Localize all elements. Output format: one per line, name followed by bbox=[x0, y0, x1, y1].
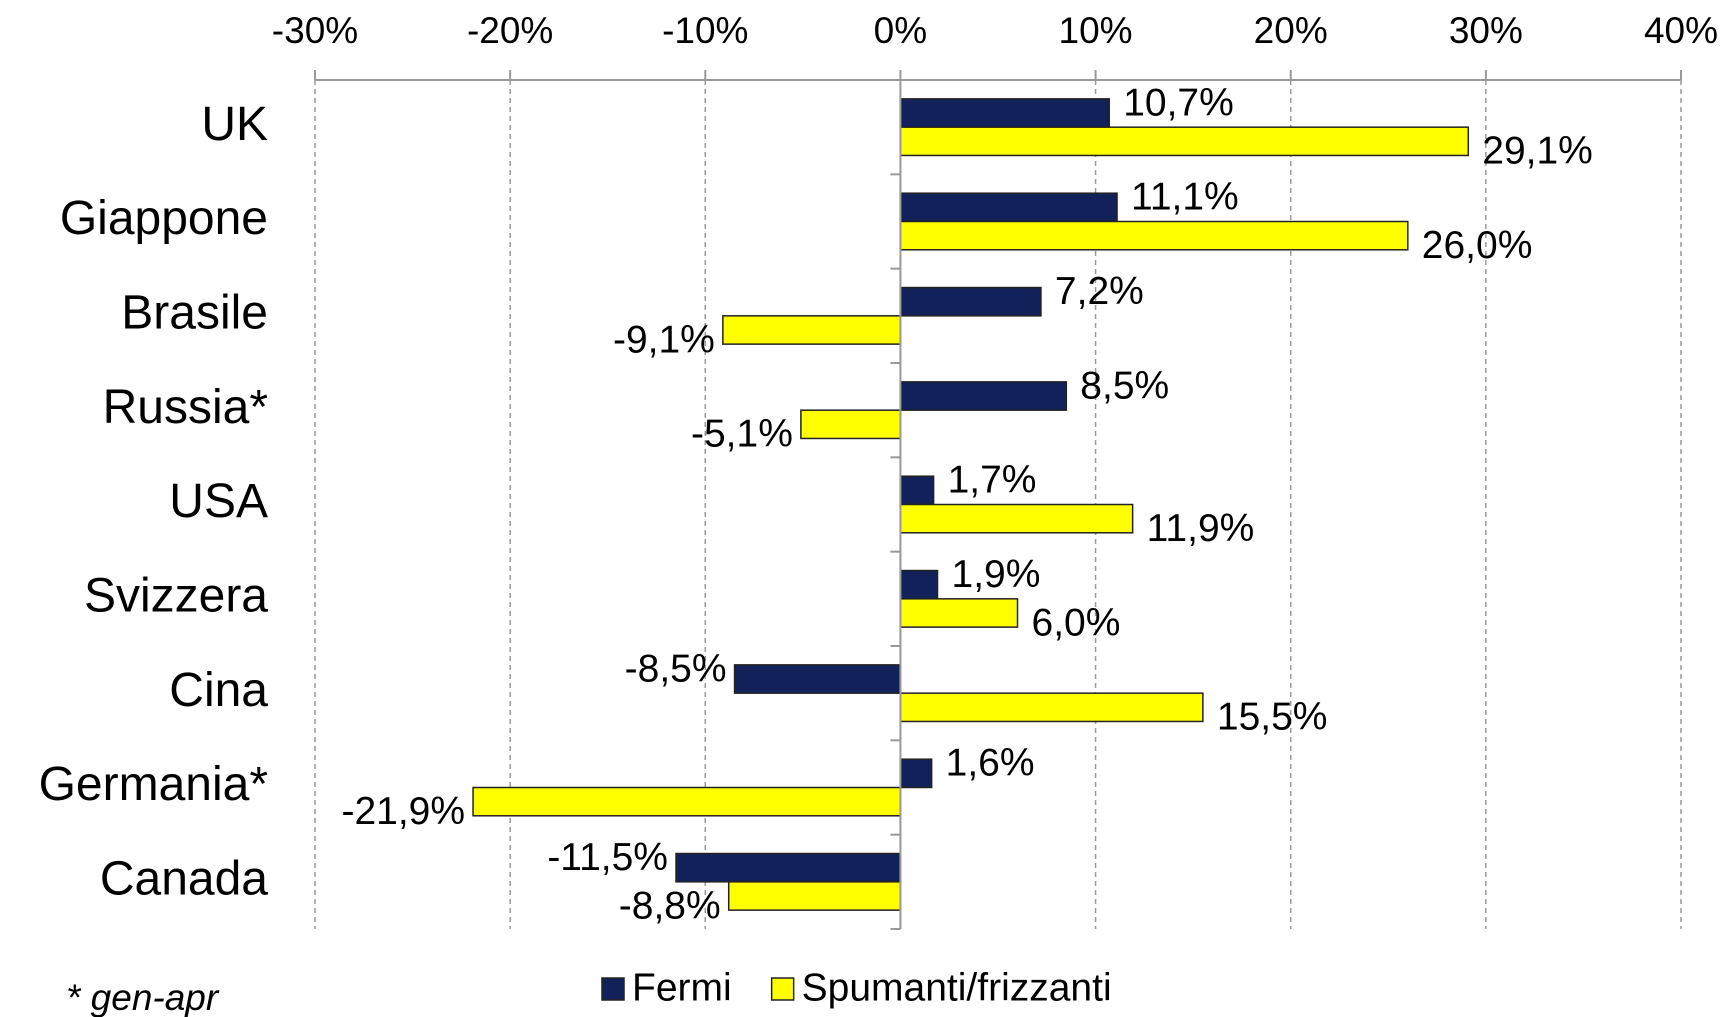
value-label: 8,5% bbox=[1080, 364, 1169, 407]
x-tick-label: -10% bbox=[662, 10, 748, 51]
legend-label: Fermi bbox=[632, 966, 732, 1009]
x-tick-label: -30% bbox=[272, 10, 358, 51]
value-label: 1,6% bbox=[946, 742, 1035, 785]
category-label: UK bbox=[201, 98, 268, 151]
bar bbox=[899, 126, 1470, 157]
category-label: USA bbox=[169, 475, 268, 528]
value-label: -11,5% bbox=[547, 836, 668, 879]
bar bbox=[899, 758, 933, 789]
value-label: -9,1% bbox=[613, 318, 715, 361]
x-tick-label: 20% bbox=[1254, 10, 1328, 51]
legend-swatch bbox=[770, 977, 795, 1001]
value-label: 11,9% bbox=[1147, 507, 1255, 550]
value-label: -8,8% bbox=[619, 884, 721, 927]
category-label: Russia* bbox=[103, 381, 268, 434]
bar bbox=[722, 315, 902, 345]
bar bbox=[899, 286, 1042, 317]
bar bbox=[472, 786, 902, 817]
category-label: Germania* bbox=[39, 758, 268, 811]
value-label: -21,9% bbox=[341, 790, 465, 833]
value-label: 29,1% bbox=[1482, 130, 1593, 173]
value-label: 1,7% bbox=[948, 459, 1037, 502]
bar bbox=[899, 503, 1134, 534]
value-label: 7,2% bbox=[1055, 270, 1144, 313]
value-label: 15,5% bbox=[1217, 696, 1328, 739]
value-label: 1,9% bbox=[952, 553, 1041, 596]
bar bbox=[899, 569, 939, 600]
value-label: 11,1% bbox=[1131, 176, 1239, 219]
bar bbox=[899, 192, 1118, 223]
value-label: 26,0% bbox=[1422, 224, 1533, 267]
category-label: Svizzera bbox=[84, 570, 268, 623]
x-tick-label: 0% bbox=[874, 10, 927, 51]
bar bbox=[899, 692, 1204, 723]
bar bbox=[899, 220, 1409, 251]
value-label: 10,7% bbox=[1123, 81, 1234, 124]
bar bbox=[675, 852, 902, 883]
category-label: Cina bbox=[169, 664, 268, 717]
x-tick-label: 10% bbox=[1059, 10, 1133, 51]
x-tick-label: 30% bbox=[1449, 10, 1523, 51]
legend-label: Spumanti/frizzanti bbox=[802, 966, 1112, 1009]
footnote: * gen-apr bbox=[66, 977, 220, 1017]
category-label: Canada bbox=[100, 853, 268, 906]
bar bbox=[733, 664, 902, 694]
value-label: -8,5% bbox=[625, 647, 727, 690]
bar bbox=[899, 475, 935, 506]
x-tick-label: 40% bbox=[1644, 10, 1718, 51]
category-label: Giappone bbox=[60, 192, 268, 245]
bar bbox=[899, 381, 1068, 411]
bar bbox=[727, 881, 902, 911]
bar bbox=[899, 98, 1110, 128]
bar bbox=[899, 598, 1019, 628]
bar bbox=[800, 409, 902, 440]
legend-swatch bbox=[601, 977, 625, 1001]
category-label: Brasile bbox=[121, 287, 268, 340]
x-tick-label: -20% bbox=[467, 10, 553, 51]
value-label: 6,0% bbox=[1032, 601, 1121, 644]
value-label: -5,1% bbox=[691, 413, 793, 456]
